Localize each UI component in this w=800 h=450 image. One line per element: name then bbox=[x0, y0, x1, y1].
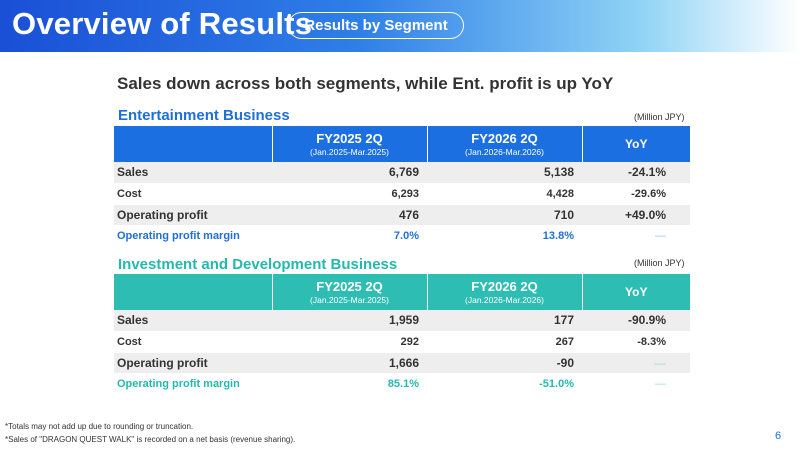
yoy-value: — bbox=[655, 377, 666, 390]
unit-label: (Million JPY) bbox=[634, 112, 685, 122]
curr-value: -90 bbox=[427, 352, 582, 374]
investment-table: FY2025 2Q (Jan.2025-Mar.2025) FY2026 2Q … bbox=[114, 274, 690, 395]
table-row-cost: Cost 292 267 -8.3% bbox=[114, 331, 690, 353]
row-label: Operating profit bbox=[114, 204, 272, 226]
yoy-value: -29.6% bbox=[582, 183, 690, 205]
yoy-value: — bbox=[655, 229, 666, 242]
curr-period-range: (Jan.2026-Mar.2026) bbox=[465, 146, 544, 157]
investment-section-title: Investment and Development Business bbox=[118, 256, 398, 273]
page-title: Overview of Results bbox=[12, 6, 313, 41]
table-row-margin: Operating profit margin 7.0% 13.8% — bbox=[114, 225, 690, 247]
header-bar bbox=[0, 0, 800, 52]
table-header-row: FY2025 2Q (Jan.2025-Mar.2025) FY2026 2Q … bbox=[114, 274, 690, 310]
table-header-row: FY2025 2Q (Jan.2025-Mar.2025) FY2026 2Q … bbox=[114, 126, 690, 162]
prev-value: 7.0% bbox=[272, 225, 427, 247]
page-number: 6 bbox=[775, 430, 782, 442]
curr-value: 267 bbox=[427, 331, 582, 353]
prev-value: 85.1% bbox=[272, 373, 427, 395]
table-row-sales: Sales 1,959 177 -90.9% bbox=[114, 310, 690, 332]
yoy-value: +49.0% bbox=[582, 204, 690, 226]
curr-value: 13.8% bbox=[427, 225, 582, 247]
prev-value: 1,959 bbox=[272, 310, 427, 332]
unit-label: (Million JPY) bbox=[634, 258, 685, 268]
row-label: Operating profit bbox=[114, 352, 272, 374]
footnote-dragon-quest-walk: *Sales of "DRAGON QUEST WALK" is recorde… bbox=[5, 435, 296, 444]
table-row-sales: Sales 6,769 5,138 -24.1% bbox=[114, 162, 690, 184]
yoy-value: -8.3% bbox=[582, 331, 690, 353]
yoy-value: — bbox=[654, 355, 666, 370]
yoy-label: YoY bbox=[625, 285, 648, 299]
prev-value: 1,666 bbox=[272, 352, 427, 374]
header-blank-cell bbox=[114, 126, 272, 162]
table-row-cost: Cost 6,293 4,428 -29.6% bbox=[114, 183, 690, 205]
row-label: Operating profit margin bbox=[114, 225, 272, 247]
header-yoy: YoY bbox=[581, 126, 690, 162]
header-curr-period: FY2026 2Q (Jan.2026-Mar.2026) bbox=[426, 126, 582, 162]
footnote-rounding: *Totals may not add up due to rounding o… bbox=[5, 422, 194, 431]
prev-period-range: (Jan.2025-Mar.2025) bbox=[310, 294, 389, 305]
header-curr-period: FY2026 2Q (Jan.2026-Mar.2026) bbox=[426, 274, 582, 310]
table-row-margin: Operating profit margin 85.1% -51.0% — bbox=[114, 373, 690, 395]
prev-period-range: (Jan.2025-Mar.2025) bbox=[310, 146, 389, 157]
prev-period-label: FY2025 2Q bbox=[316, 278, 383, 294]
prev-value: 476 bbox=[272, 204, 427, 226]
yoy-label: YoY bbox=[625, 137, 648, 151]
prev-value: 292 bbox=[272, 331, 427, 353]
curr-value: 177 bbox=[427, 310, 582, 332]
curr-period-range: (Jan.2026-Mar.2026) bbox=[465, 294, 544, 305]
yoy-value: -24.1% bbox=[582, 162, 690, 184]
row-label: Cost bbox=[114, 183, 272, 205]
curr-value: 4,428 bbox=[427, 183, 582, 205]
header-yoy: YoY bbox=[581, 274, 690, 310]
table-row-operating-profit: Operating profit 1,666 -90 — bbox=[114, 352, 690, 374]
row-label: Sales bbox=[114, 310, 272, 332]
header-blank-cell bbox=[114, 274, 272, 310]
slide-subtitle: Sales down across both segments, while E… bbox=[117, 74, 614, 93]
curr-value: -51.0% bbox=[427, 373, 582, 395]
prev-value: 6,769 bbox=[272, 162, 427, 184]
table-row-operating-profit: Operating profit 476 710 +49.0% bbox=[114, 204, 690, 226]
row-label: Cost bbox=[114, 331, 272, 353]
prev-value: 6,293 bbox=[272, 183, 427, 205]
segment-badge: Results by Segment bbox=[288, 12, 464, 39]
entertainment-table: FY2025 2Q (Jan.2025-Mar.2025) FY2026 2Q … bbox=[114, 126, 690, 247]
header-prev-period: FY2025 2Q (Jan.2025-Mar.2025) bbox=[271, 274, 427, 310]
row-label: Sales bbox=[114, 162, 272, 184]
prev-period-label: FY2025 2Q bbox=[316, 130, 383, 146]
curr-value: 5,138 bbox=[427, 162, 582, 184]
curr-period-label: FY2026 2Q bbox=[471, 130, 538, 146]
curr-period-label: FY2026 2Q bbox=[471, 278, 538, 294]
header-prev-period: FY2025 2Q (Jan.2025-Mar.2025) bbox=[271, 126, 427, 162]
entertainment-section-title: Entertainment Business bbox=[118, 107, 290, 124]
row-label: Operating profit margin bbox=[114, 373, 272, 395]
yoy-value: -90.9% bbox=[582, 310, 690, 332]
curr-value: 710 bbox=[427, 204, 582, 226]
